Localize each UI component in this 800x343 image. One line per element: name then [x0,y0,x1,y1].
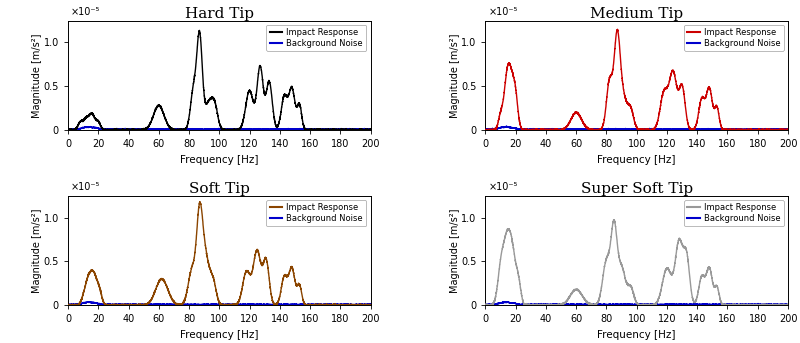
X-axis label: Frequency [Hz]: Frequency [Hz] [598,330,676,340]
X-axis label: Frequency [Hz]: Frequency [Hz] [180,330,258,340]
Text: ×10⁻⁵: ×10⁻⁵ [489,7,518,17]
Y-axis label: Magnitude [m/s²]: Magnitude [m/s²] [450,33,460,118]
Title: Soft Tip: Soft Tip [189,182,250,196]
Legend: Impact Response, Background Noise: Impact Response, Background Noise [684,25,784,51]
Text: ×10⁻⁵: ×10⁻⁵ [71,182,101,192]
Y-axis label: Magnitude [m/s²]: Magnitude [m/s²] [32,33,42,118]
Title: Super Soft Tip: Super Soft Tip [581,182,693,196]
Legend: Impact Response, Background Noise: Impact Response, Background Noise [684,200,784,226]
Legend: Impact Response, Background Noise: Impact Response, Background Noise [266,200,366,226]
Y-axis label: Magnitude [m/s²]: Magnitude [m/s²] [450,208,460,293]
Title: Hard Tip: Hard Tip [185,7,254,21]
X-axis label: Frequency [Hz]: Frequency [Hz] [180,155,258,165]
Text: ×10⁻⁵: ×10⁻⁵ [489,182,518,192]
Y-axis label: Magnitude [m/s²]: Magnitude [m/s²] [32,208,42,293]
Text: ×10⁻⁵: ×10⁻⁵ [71,7,101,17]
Title: Medium Tip: Medium Tip [590,7,683,21]
Legend: Impact Response, Background Noise: Impact Response, Background Noise [266,25,366,51]
X-axis label: Frequency [Hz]: Frequency [Hz] [598,155,676,165]
